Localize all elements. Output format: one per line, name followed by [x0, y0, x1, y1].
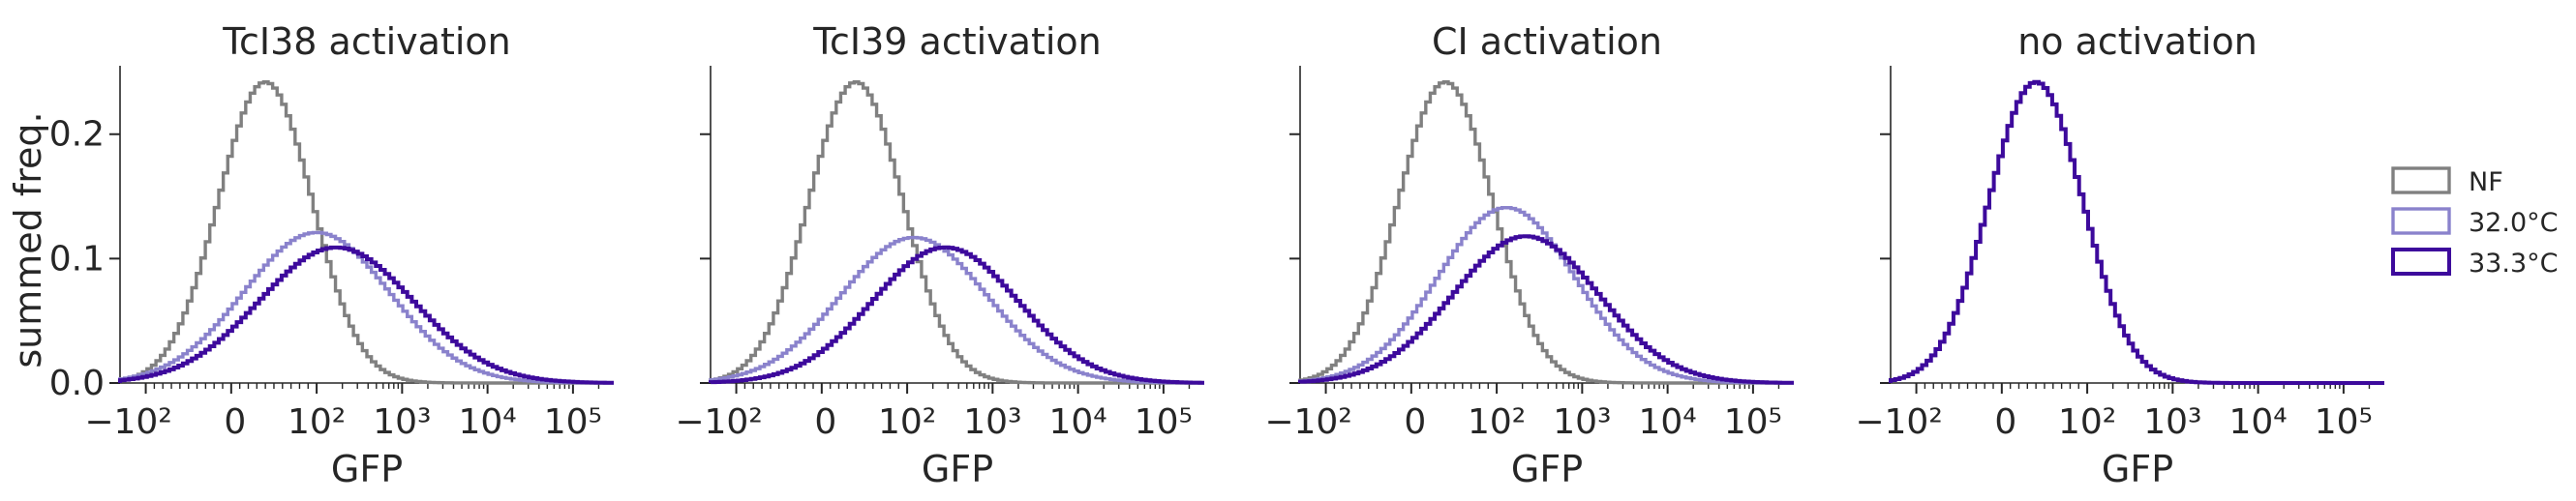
panel-title: TcI38 activation [222, 20, 511, 63]
x-tick-label: 10³ [373, 402, 431, 442]
x-tick-label: 10⁴ [2228, 402, 2287, 442]
x-tick-label: 10⁵ [544, 402, 602, 442]
histogram-33-3-c [1889, 79, 2384, 385]
x-tick-label: 0 [814, 402, 836, 442]
panel-title: TcI39 activation [812, 20, 1102, 63]
x-axis-label: GFP [922, 448, 993, 490]
panel-title: CI activation [1432, 20, 1662, 63]
x-axis-label: GFP [1511, 448, 1583, 490]
panel-4: no activation −10² 0 10² 10³ 10⁴ 10⁵ GFP [1855, 20, 2384, 490]
y-tick-label: 0.0 [49, 364, 105, 403]
histogram-32-0-c [1889, 80, 2384, 385]
legend-swatch [2391, 166, 2451, 194]
x-tick-label: −10² [675, 402, 762, 442]
x-tick-label: 10² [1468, 402, 1526, 442]
x-tick-label: 10⁵ [1724, 402, 1782, 442]
y-axis-label: summed freq. [7, 111, 49, 368]
histogram-nf [1889, 80, 2384, 385]
x-tick-label: −10² [1855, 402, 1942, 442]
legend-swatch [2391, 248, 2451, 276]
x-tick-label: 10² [2058, 402, 2116, 442]
x-axis-label: GFP [331, 448, 403, 490]
histogram-33-3-c [709, 245, 1204, 385]
y-tick-label: 0.1 [49, 239, 105, 279]
legend-label: 32.0°C [2469, 208, 2558, 238]
legend-label: NF [2469, 167, 2503, 197]
legend-swatch [2391, 207, 2451, 235]
histogram-32-0-c [118, 230, 614, 385]
x-tick-label: −10² [84, 402, 171, 442]
panels: TcI38 activation 0.0 0.1 0.2 −10² 0 10² 10³ 10⁴ 1… [49, 20, 2384, 490]
panel-3: CI activation −10² 0 10² 10³ 10⁴ 10⁵ GFP [1264, 20, 1794, 490]
histogram-nf [1298, 80, 1794, 385]
x-tick-label: 0 [1994, 402, 2016, 442]
x-tick-label: 10³ [963, 402, 1021, 442]
x-tick-label: 10⁴ [458, 402, 516, 442]
x-tick-label: 0 [1404, 402, 1426, 442]
histogram-32-0-c [709, 235, 1204, 385]
x-tick-label: −10² [1264, 402, 1351, 442]
histogram-nf [118, 80, 614, 385]
panel-1: TcI38 activation 0.0 0.1 0.2 −10² 0 10² 10³ 10⁴ 1… [49, 20, 614, 490]
x-tick-label: 10⁴ [1048, 402, 1106, 442]
x-tick-label: 10³ [2143, 402, 2201, 442]
x-tick-label: 10⁴ [1638, 402, 1696, 442]
x-axis-label: GFP [2102, 448, 2173, 490]
x-tick-label: 10³ [1553, 402, 1611, 442]
histogram-32-0-c [1298, 206, 1794, 385]
x-tick-label: 10² [288, 402, 346, 442]
legend: NF 32.0°C 33.3°C [2391, 166, 2558, 279]
x-tick-label: 10⁵ [1135, 402, 1193, 442]
histogram-nf [709, 80, 1204, 385]
x-tick-label: 10⁵ [2315, 402, 2373, 442]
panel-title: no activation [2017, 20, 2258, 63]
x-tick-label: 0 [224, 402, 246, 442]
histogram-33-3-c [118, 245, 614, 385]
panel-2: TcI39 activation −10² 0 10² 10³ 10⁴ 10⁵ GFP [675, 20, 1204, 490]
x-tick-label: 10² [878, 402, 936, 442]
y-tick-label: 0.2 [49, 115, 105, 155]
histogram-33-3-c [1298, 234, 1794, 385]
legend-label: 33.3°C [2469, 249, 2558, 279]
